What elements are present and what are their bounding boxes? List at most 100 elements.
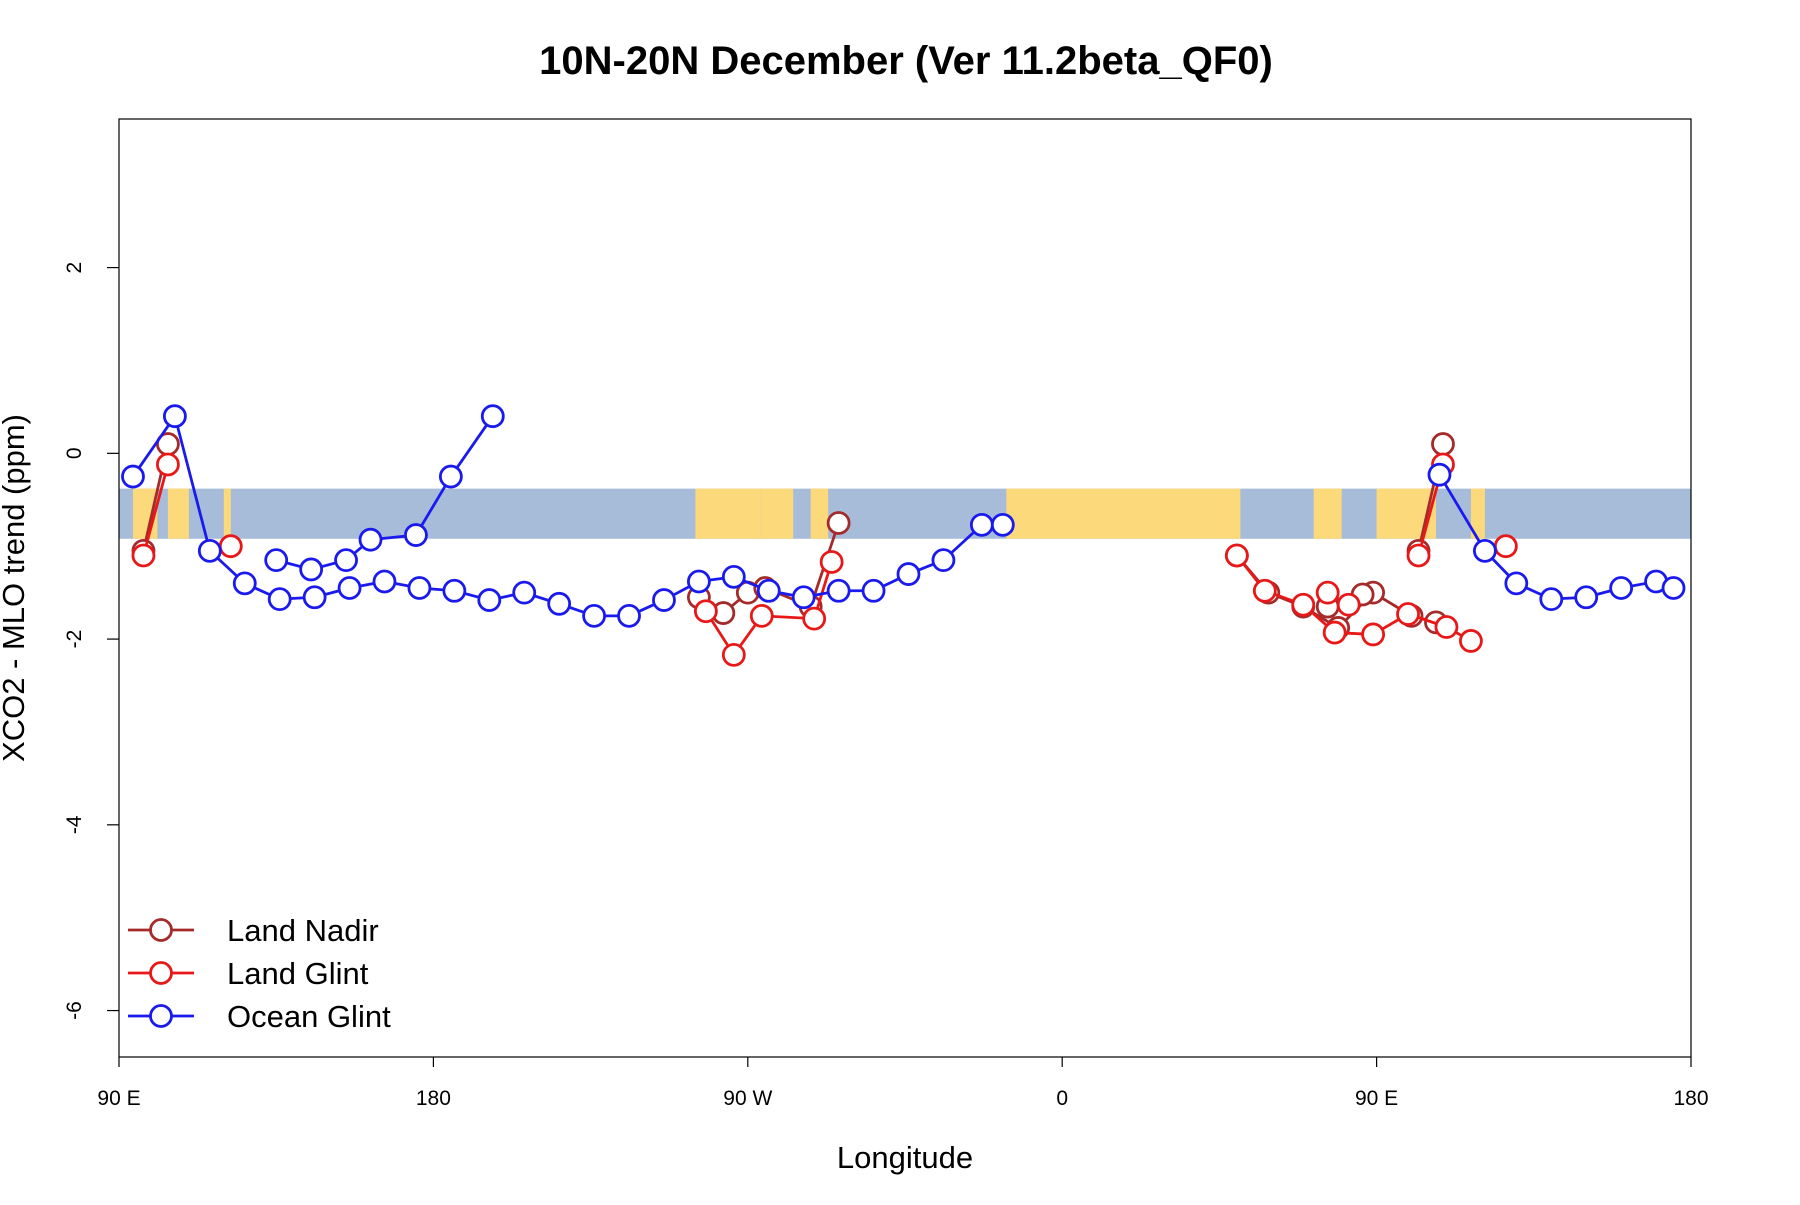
data-point xyxy=(267,587,292,612)
data-point xyxy=(1322,620,1347,645)
series-ocean-glint xyxy=(121,404,1686,628)
x-tick-label: 180 xyxy=(1673,1087,1708,1110)
x-tick-label: 90 E xyxy=(1355,1087,1398,1110)
x-tick-label: 0 xyxy=(1056,1087,1068,1110)
legend-marker xyxy=(149,961,173,985)
x-axis-label: Longitude xyxy=(837,1140,973,1175)
legend-marker xyxy=(149,1004,173,1028)
data-point xyxy=(931,548,956,573)
data-point xyxy=(1609,576,1634,600)
data-point xyxy=(693,599,718,624)
data-point xyxy=(1434,615,1459,639)
data-point xyxy=(819,550,844,574)
data-point xyxy=(358,527,383,552)
data-point xyxy=(791,585,816,610)
y-tick-label: -4 xyxy=(63,815,86,834)
land-patch xyxy=(761,488,794,539)
data-point xyxy=(1574,585,1599,610)
data-point xyxy=(802,606,827,631)
series-layer xyxy=(121,404,1686,667)
data-point xyxy=(1431,432,1455,456)
chart-title: 10N-20N December (Ver 11.2beta_QF0) xyxy=(539,39,1273,83)
data-point xyxy=(302,585,327,610)
plot-frame xyxy=(118,118,1692,1058)
legend-item: Land Glint xyxy=(128,956,369,991)
legend-label: Ocean Glint xyxy=(227,999,391,1034)
data-point xyxy=(477,588,502,612)
data-point xyxy=(1291,592,1316,617)
data-point xyxy=(1361,622,1386,647)
land-patch xyxy=(223,488,231,539)
y-tick-label: 2 xyxy=(63,262,86,274)
x-tick-label: 180 xyxy=(416,1087,451,1110)
series-line xyxy=(142,464,170,556)
data-point xyxy=(162,404,187,429)
data-point xyxy=(1459,629,1483,653)
data-point xyxy=(1539,587,1564,612)
data-point xyxy=(826,511,851,535)
data-point xyxy=(1315,580,1340,605)
data-point xyxy=(264,548,289,573)
legend-item: Ocean Glint xyxy=(128,999,391,1034)
data-point xyxy=(1406,543,1431,568)
data-point xyxy=(721,564,746,589)
data-point xyxy=(1661,576,1686,600)
data-point xyxy=(407,576,432,600)
data-point xyxy=(861,578,886,603)
data-point xyxy=(232,571,257,596)
y-tick-label: -2 xyxy=(63,630,86,649)
data-point xyxy=(652,588,676,612)
data-point xyxy=(547,591,572,616)
land-patch xyxy=(810,488,829,539)
y-tick-label: -6 xyxy=(63,1001,86,1020)
data-point xyxy=(826,578,851,603)
data-point xyxy=(372,569,397,594)
data-point xyxy=(121,464,145,489)
y-axis-label: XCO2 - MLO trend (ppm) xyxy=(0,414,31,762)
data-point xyxy=(1427,462,1452,487)
land-patch xyxy=(1313,488,1342,539)
data-point xyxy=(1472,538,1497,563)
data-point xyxy=(334,548,358,573)
data-point xyxy=(896,562,921,586)
data-point xyxy=(756,578,781,603)
axes-layer: 90 E 180 90 W 0 90 E 180 2 0 -2 -4 -6 xyxy=(63,262,1709,1110)
data-point xyxy=(442,578,467,603)
land-patch xyxy=(695,488,762,539)
data-point xyxy=(990,512,1015,537)
data-point xyxy=(1336,592,1361,617)
data-point xyxy=(721,642,746,667)
legend: Land Nadir Land Glint Ocean Glint xyxy=(128,913,391,1034)
data-point xyxy=(1504,571,1529,596)
data-point xyxy=(480,404,505,429)
data-point xyxy=(299,557,324,582)
data-point xyxy=(156,452,180,477)
data-point xyxy=(1252,578,1277,603)
data-point xyxy=(438,464,463,489)
land-patch xyxy=(1006,488,1241,539)
data-point xyxy=(686,569,711,594)
x-tick-label: 90 W xyxy=(723,1087,772,1110)
data-point xyxy=(1493,534,1518,559)
legend-marker xyxy=(149,918,173,942)
data-point xyxy=(1396,602,1420,626)
map-band xyxy=(119,488,1691,539)
data-point xyxy=(582,603,606,628)
data-point xyxy=(337,576,362,600)
data-point xyxy=(218,534,243,559)
ocean-band xyxy=(119,488,1691,539)
data-point xyxy=(617,603,641,628)
legend-item: Land Nadir xyxy=(128,913,379,948)
data-point xyxy=(512,580,537,605)
legend-label: Land Glint xyxy=(227,956,369,991)
y-tick-label: 0 xyxy=(63,447,86,459)
data-point xyxy=(749,603,774,628)
data-point xyxy=(404,523,428,547)
data-point xyxy=(131,543,156,568)
data-point xyxy=(969,512,994,537)
x-tick-label: 90 E xyxy=(97,1087,140,1110)
land-patch xyxy=(1470,488,1485,539)
legend-label: Land Nadir xyxy=(227,913,379,948)
